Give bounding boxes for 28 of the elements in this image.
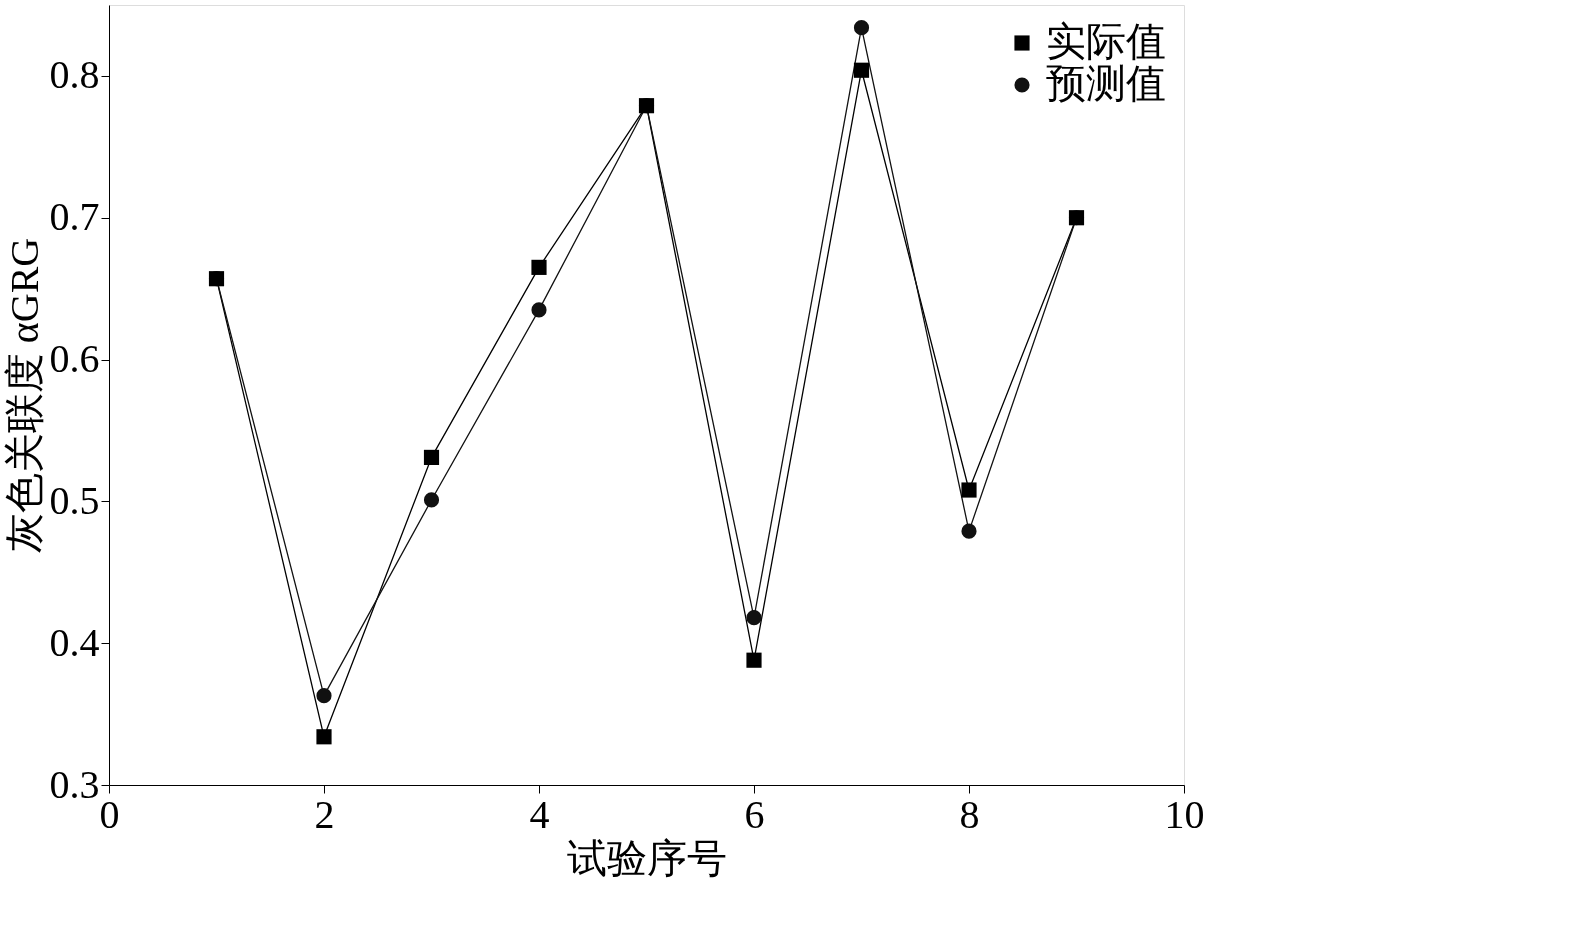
point (423, 449, 440, 465)
y-tick-label: 0.3 (49, 761, 100, 807)
point (316, 729, 332, 745)
x-tick-label: 10 (1164, 791, 1205, 837)
x-tick-label: 8 (959, 791, 980, 837)
point (423, 492, 440, 508)
legend-label: 实际值 (1046, 19, 1166, 64)
legend-label: 预测值 (1046, 61, 1166, 106)
y-tick-label: 0.4 (49, 619, 100, 665)
point (531, 259, 547, 275)
y-tick-label: 0.5 (49, 477, 100, 523)
point (746, 652, 762, 668)
y-tick-label: 0.6 (49, 336, 100, 382)
point (746, 610, 762, 626)
x-tick-label: 4 (529, 791, 550, 837)
y-tick-label: 0.7 (49, 194, 100, 240)
point (853, 20, 870, 36)
y-axis-title: 灰色关联度 αGRG (1, 237, 47, 554)
y-tick-label: 0.8 (49, 52, 100, 98)
x-tick-label: 6 (744, 791, 765, 837)
point (853, 62, 870, 78)
x-tick-label: 0 (99, 791, 120, 837)
x-axis-title: 试验序号 (567, 835, 727, 881)
point (961, 482, 977, 498)
point (961, 523, 977, 539)
x-tick-label: 2 (314, 791, 335, 837)
point (316, 688, 332, 704)
point (531, 302, 547, 318)
